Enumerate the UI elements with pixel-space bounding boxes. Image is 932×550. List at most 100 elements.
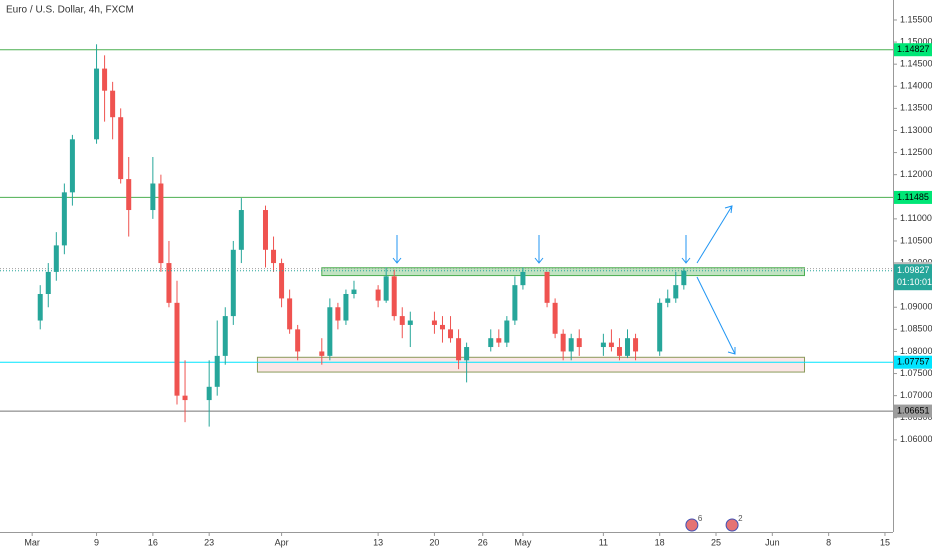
candle-body	[448, 329, 454, 339]
event-icon	[725, 518, 739, 532]
candle-body	[625, 338, 631, 356]
candle-body	[327, 307, 333, 356]
candle-body	[174, 302, 180, 396]
candle-body	[399, 316, 405, 325]
event-count: 2	[738, 514, 743, 523]
candle-body	[616, 347, 622, 356]
candle-body	[520, 271, 526, 286]
x-tick-label: 15	[880, 537, 890, 547]
candle-body	[94, 68, 100, 140]
candle-body	[319, 351, 325, 356]
x-tick-label: 9	[94, 537, 99, 547]
zone	[256, 356, 806, 373]
y-tick-label: 1.08000	[900, 346, 932, 356]
down-arrow	[534, 235, 544, 264]
candle-body	[45, 271, 51, 294]
price-label: 1.11485	[897, 192, 929, 202]
y-tick-label: 1.07500	[900, 368, 932, 378]
candle-body	[512, 285, 518, 321]
candle-body	[102, 68, 108, 91]
candle-body	[222, 316, 228, 356]
candle-body	[552, 302, 558, 334]
candle-body	[287, 298, 293, 330]
annotations	[392, 205, 736, 355]
candle-body	[681, 270, 687, 286]
x-tick-label: 25	[711, 537, 721, 547]
x-tick-label: Jun	[765, 537, 780, 547]
event-count: 6	[698, 514, 703, 523]
price-label: 1.14827	[897, 44, 930, 54]
x-tick-label: 20	[429, 537, 439, 547]
candle-body	[544, 271, 550, 303]
candle-body	[488, 338, 494, 348]
x-tick-label: 13	[373, 537, 383, 547]
candle-body	[150, 183, 156, 211]
last-price-label: 1.09827	[897, 265, 930, 275]
y-tick-label: 1.11000	[900, 213, 932, 223]
up-projection	[696, 205, 733, 264]
candle-body	[633, 338, 639, 352]
x-tick-label: Mar	[24, 537, 40, 547]
candle-body	[504, 320, 510, 343]
y-tick-label: 1.08500	[900, 324, 932, 334]
candle-body	[391, 276, 397, 317]
x-tick-label: 16	[148, 537, 158, 547]
candle-body	[375, 289, 381, 301]
candle-body	[295, 329, 301, 352]
price-label-bg	[894, 43, 932, 57]
x-tick-label: 23	[204, 537, 214, 547]
candle-body	[279, 263, 285, 299]
candle-body	[383, 276, 389, 301]
candle-body	[37, 293, 43, 321]
candle-body	[673, 285, 679, 299]
candle-body	[166, 263, 172, 303]
candle-body	[61, 192, 67, 246]
x-tick-label: Apr	[275, 537, 289, 547]
zone	[321, 267, 806, 277]
x-tick-label: 26	[478, 537, 488, 547]
price-label-bg	[894, 355, 932, 369]
candle-body	[407, 320, 413, 325]
candle-body	[271, 249, 277, 264]
countdown: 01:10:01	[897, 277, 932, 287]
y-tick-label: 1.13500	[900, 103, 932, 113]
candle-body	[335, 307, 341, 321]
y-tick-label: 1.06000	[900, 434, 932, 444]
candle-body	[665, 298, 671, 303]
chart-title: Euro / U.S. Dollar, 4h, FXCM	[6, 5, 134, 16]
candle-body	[657, 302, 663, 352]
y-tick-label: 1.12000	[900, 169, 932, 179]
candle-body	[69, 139, 75, 193]
candle-body	[230, 249, 236, 317]
candle-body	[608, 342, 614, 348]
event-icon	[685, 518, 699, 532]
y-tick-label: 1.10500	[900, 235, 932, 245]
x-tick-label: 11	[599, 537, 608, 547]
candle-body	[576, 338, 582, 348]
candle-body	[464, 347, 470, 361]
price-label: 1.07757	[897, 357, 930, 367]
x-tick-label: 18	[655, 537, 665, 547]
candle-body	[560, 333, 566, 352]
price-label-bg	[894, 190, 932, 204]
candle-body	[496, 338, 502, 343]
y-tick-label: 1.15500	[900, 14, 932, 24]
candle-body	[110, 90, 116, 118]
candle-body	[262, 210, 268, 250]
down-arrow	[392, 235, 402, 264]
candle-body	[118, 117, 124, 180]
last-price-bg	[894, 264, 932, 291]
candle-body	[206, 386, 212, 401]
candle-body	[431, 320, 437, 325]
candle-body	[158, 183, 164, 264]
y-tick-label: 1.14500	[900, 59, 932, 69]
x-tick-label: May	[514, 537, 532, 547]
y-tick-label: 1.07000	[900, 390, 932, 400]
candle-body	[182, 395, 188, 401]
down-arrow	[681, 235, 691, 264]
y-tick-label: 1.09000	[900, 302, 932, 312]
y-tick-label: 1.13000	[900, 125, 932, 135]
